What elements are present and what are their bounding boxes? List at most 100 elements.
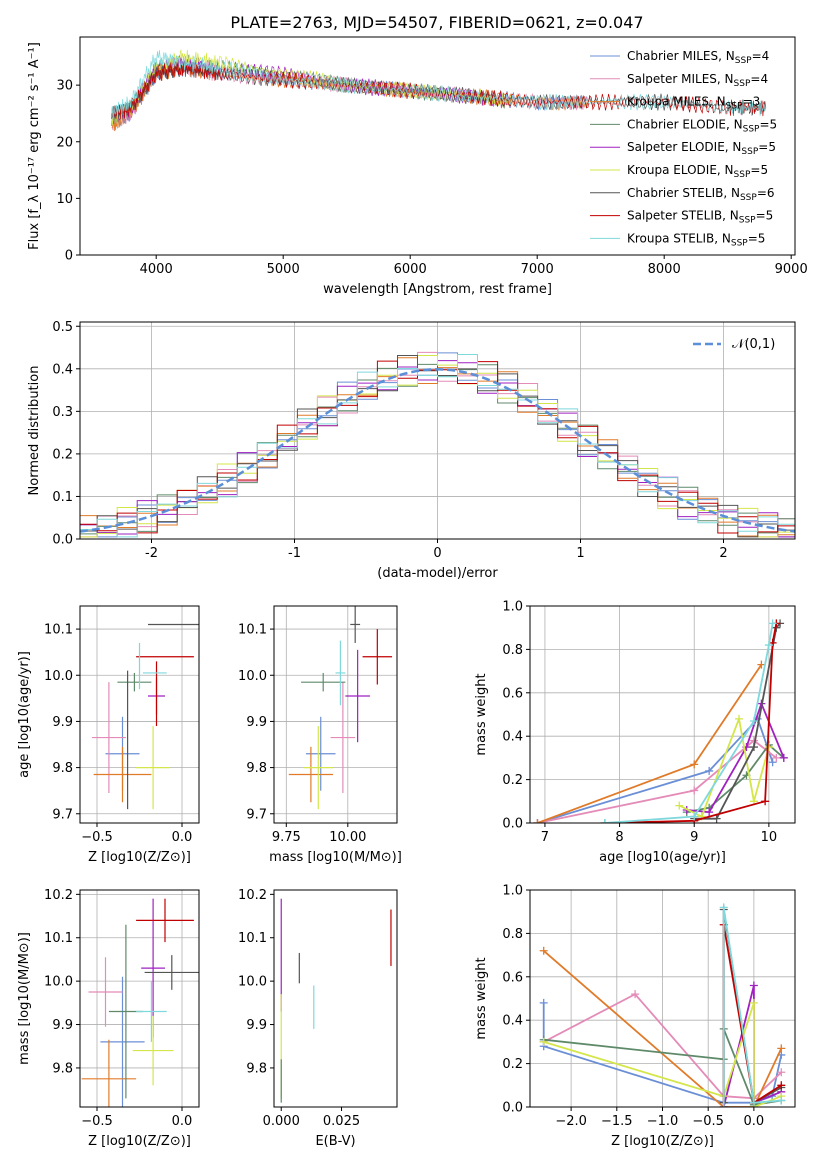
legend: Chabrier MILES, NSSP=4 Salpeter MILES, NS… (590, 49, 777, 248)
plot-area (288, 606, 393, 810)
legend-entry: Kroupa ELODIE, NSSP=5 (627, 163, 768, 180)
axes-frame (529, 605, 796, 824)
x-tick-label: −0.5 (81, 830, 113, 845)
x-axis-label: E(B-V) (315, 1134, 355, 1149)
y-tick-label: 1.0 (502, 600, 523, 615)
y-tick-label: 0.0 (52, 533, 73, 548)
plot-area (80, 351, 795, 538)
plus-marker (533, 819, 542, 823)
plus-marker (749, 1098, 758, 1107)
x-tick-label: −2.0 (555, 1114, 587, 1129)
y-tick-label: 9.9 (52, 1018, 73, 1033)
x-axis-label: age [log10(age/yr)] (599, 850, 726, 865)
plus-marker (539, 946, 548, 955)
y-tick-label: 0.8 (502, 927, 523, 942)
weight-line (537, 717, 774, 823)
y-tick-label: 9.8 (246, 1061, 267, 1076)
x-tick-label: 6000 (394, 262, 427, 277)
chart-mass-vs-EBV: 0.000 0.025 9.8 9.9 10.0 10.1 10.2 E(B-V) (238, 888, 398, 1149)
axes-frame (273, 889, 398, 1108)
x-tick-label: 5000 (267, 262, 300, 277)
y-axis-label: mass [log10(M/M⊙)] (17, 932, 32, 1065)
residual-histogram (80, 354, 795, 538)
weight-line (537, 739, 777, 823)
legend-entry: Chabrier ELODIE, NSSP=5 (627, 117, 777, 134)
spectrum-line (111, 50, 767, 122)
x-tick-label: 10 (761, 830, 778, 845)
x-tick-label: 0.0 (172, 830, 193, 845)
x-tick-label: 9.75 (272, 830, 301, 845)
chart-age-vs-mass: 9.75 10.00 9.7 9.8 9.9 10.0 10.1 mass [log10(M/… (238, 605, 402, 865)
y-tick-label: 0 (65, 249, 73, 264)
y-tick-label: 0.5 (52, 320, 73, 335)
chart-weight-vs-Z: −2.0 −1.5 −1.0 −0.5 0.0 0.0 0.2 0.4 0.6 0.8 1.0 Z [… (474, 884, 796, 1149)
plus-marker (735, 714, 744, 723)
x-tick-label: 1 (576, 546, 584, 561)
legend-entry: Salpeter MILES, NSSP=4 (627, 72, 768, 89)
y-tick-label: 30 (56, 79, 73, 94)
normal-reference-curve (80, 368, 795, 533)
weight-line (543, 950, 783, 1107)
x-tick-label: 0 (433, 546, 441, 561)
y-axis-label: Normed distribution (27, 366, 42, 496)
y-tick-label: 9.8 (52, 761, 73, 776)
y-tick-label: 9.7 (246, 807, 267, 822)
plus-marker (749, 717, 758, 726)
plus-marker (712, 814, 721, 823)
axes-frame (79, 889, 200, 1108)
y-tick-label: 9.8 (246, 761, 267, 776)
x-tick-label: 0.0 (172, 1114, 193, 1129)
plus-marker (539, 998, 548, 1007)
plus-marker (749, 743, 758, 752)
x-tick-label: 7000 (521, 262, 554, 277)
plus-marker (764, 641, 773, 650)
y-tick-label: 0.4 (502, 1014, 523, 1029)
y-tick-label: 10.0 (44, 669, 73, 684)
y-axis-label: age [log10(age/yr)] (17, 651, 32, 778)
plus-marker (749, 998, 758, 1007)
y-tick-label: 0.1 (52, 490, 73, 505)
plus-marker (690, 812, 699, 821)
plus-marker (757, 660, 766, 669)
weight-line (604, 623, 778, 823)
y-tick-label: 9.9 (246, 715, 267, 730)
y-axis-label: mass weight (474, 673, 489, 755)
x-tick-label: 10.00 (329, 830, 366, 845)
legend-entry: Chabrier STELIB, NSSP=6 (627, 186, 775, 203)
plus-marker (690, 786, 699, 795)
x-tick-label: 0.0 (744, 1114, 765, 1129)
plus-marker (779, 753, 788, 762)
y-axis-label: Flux [f_λ 10⁻¹⁷ erg cm⁻² s⁻¹ A⁻¹] (27, 42, 42, 250)
x-axis-label: Z [log10(Z/Z⊙)] (611, 1134, 714, 1149)
plot-area (81, 898, 199, 1107)
y-tick-label: 1.0 (502, 884, 523, 899)
plus-marker (777, 1044, 786, 1053)
y-tick-label: 10 (56, 192, 73, 207)
y-tick-label: 10.0 (238, 669, 267, 684)
x-tick-label: 9 (690, 830, 698, 845)
y-tick-label: 9.7 (52, 807, 73, 822)
spectrum-line (111, 61, 767, 120)
plus-marker (600, 819, 609, 823)
y-tick-label: 0.4 (502, 730, 523, 745)
x-tick-label: -1 (288, 546, 301, 561)
x-axis-label: wavelength [Angstrom, rest frame] (323, 282, 552, 297)
y-tick-label: 0.0 (502, 817, 523, 832)
y-tick-label: 0.6 (502, 686, 523, 701)
y-tick-label: 0.3 (52, 405, 73, 420)
chart-weight-vs-age: 7 8 9 10 0.0 0.2 0.4 0.6 0.8 1.0 age [log10(age/yr… (474, 600, 796, 865)
x-tick-label: 7 (541, 830, 549, 845)
weight-line (604, 623, 774, 823)
chart-spectrum: Chabrier MILES, NSSP=4 Salpeter MILES, NS… (27, 36, 808, 297)
plus-marker (675, 801, 684, 810)
weight-line (722, 907, 782, 1107)
y-tick-label: 0.6 (502, 970, 523, 985)
y-tick-label: 0.0 (502, 1101, 523, 1116)
plot-area (111, 48, 767, 132)
plus-marker (631, 990, 640, 999)
plus-marker (719, 903, 728, 912)
x-axis-label: mass [log10(M/M⊙)] (269, 850, 402, 865)
y-tick-label: 10.2 (44, 888, 73, 903)
x-axis-label: (data-model)/error (377, 566, 498, 581)
